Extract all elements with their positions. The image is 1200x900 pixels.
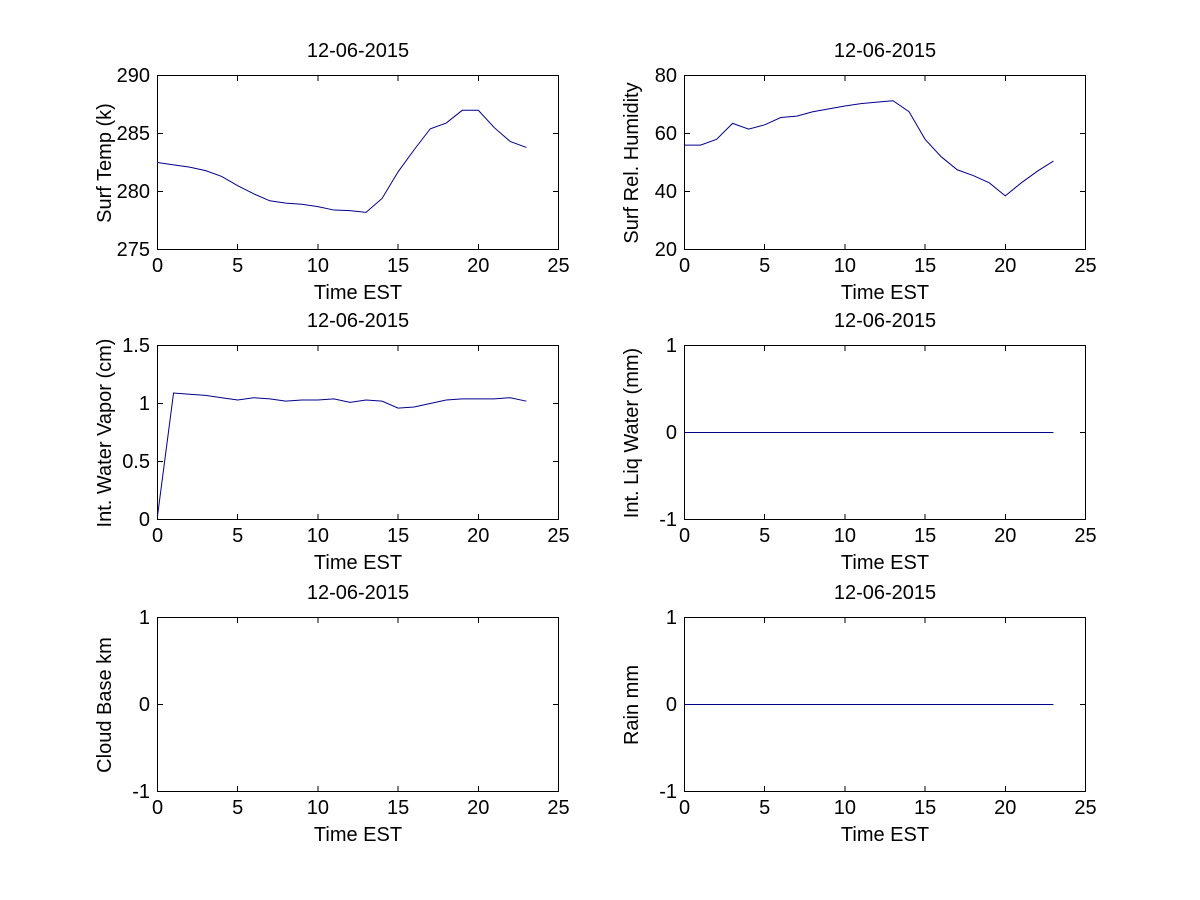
x-axis-label: Time EST <box>313 824 403 846</box>
x-tick-label: 15 <box>913 525 937 547</box>
x-tick-label: 10 <box>306 255 330 277</box>
subplot-title: 12-06-2015 <box>306 310 410 332</box>
plot-area: 0 5 10 15 20 25 20 40 60 80 <box>655 66 1097 277</box>
x-tick-label: 25 <box>547 797 570 819</box>
y-tick-label: 1 <box>138 606 150 629</box>
subplot-int-liq-water: 12-06-2015 Int. Liq Water (mm) Time EST … <box>621 310 1097 574</box>
x-tick-label: 0 <box>678 525 691 547</box>
y-tick-label: 1 <box>665 334 677 357</box>
subplot-title: 12-06-2015 <box>306 582 410 604</box>
subplot-title: 12-06-2015 <box>833 40 937 62</box>
x-tick-label: 20 <box>994 797 1017 819</box>
x-tick-label: 5 <box>759 255 771 277</box>
line-plot-svg <box>684 345 1086 520</box>
plot-area: 0 5 10 15 20 25 -1 0 1 <box>659 336 1096 547</box>
y-tick-label: 40 <box>654 180 677 203</box>
x-axis-label: Time EST <box>840 282 930 304</box>
x-tick-label: 25 <box>547 525 570 547</box>
plot-area: 0 5 10 15 20 25 0 0.5 1 1.5 <box>122 336 569 547</box>
x-axis-label: Time EST <box>840 552 930 574</box>
y-axis-label: Int. Water Vapor (cm) <box>94 338 116 527</box>
x-tick-label: 15 <box>386 797 410 819</box>
x-tick-label: 25 <box>1074 525 1097 547</box>
plot-area: 0 5 10 15 20 25 -1 0 1 <box>132 608 569 819</box>
y-tick-label: 290 <box>116 64 150 87</box>
line-plot-svg <box>157 75 559 250</box>
subplot-surf-rel-humidity: 12-06-2015 Surf Rel. Humidity Time EST 0… <box>621 40 1097 304</box>
subplot-title: 12-06-2015 <box>833 310 937 332</box>
x-tick-label: 10 <box>306 525 330 547</box>
x-tick-label: 15 <box>913 797 937 819</box>
y-axis-label: Surf Rel. Humidity <box>621 81 643 244</box>
x-tick-label: 25 <box>1074 797 1097 819</box>
x-tick-label: 5 <box>759 797 771 819</box>
x-tick-label: 10 <box>833 255 857 277</box>
x-tick-label: 20 <box>467 797 490 819</box>
y-tick-label: 1 <box>665 606 677 629</box>
y-tick-label: -1 <box>132 780 150 803</box>
y-tick-label: 275 <box>116 238 150 261</box>
x-tick-label: 20 <box>994 525 1017 547</box>
x-tick-label: 0 <box>678 255 691 277</box>
x-tick-label: 15 <box>913 255 937 277</box>
y-tick-label: 0 <box>138 508 150 531</box>
plot-area: 0 5 10 15 20 25 275 280 285 290 <box>117 66 570 277</box>
y-axis-label: Int. Liq Water (mm) <box>621 347 643 518</box>
y-tick-label: 1.5 <box>122 334 150 357</box>
x-tick-label: 20 <box>467 525 490 547</box>
x-tick-label: 5 <box>232 797 244 819</box>
x-axis-label: Time EST <box>840 824 930 846</box>
y-tick-label: 20 <box>654 238 677 261</box>
x-tick-label: 0 <box>151 797 164 819</box>
x-tick-label: 10 <box>833 525 857 547</box>
subplot-surf-temp: 12-06-2015 Surf Temp (k) Time EST 0 5 10 15… <box>94 40 570 304</box>
subplot-rain: 12-06-2015 Rain mm Time EST 0 5 10 15 20 25 -1… <box>621 582 1097 846</box>
y-tick-label: 0 <box>665 421 677 444</box>
x-axis-label: Time EST <box>313 552 403 574</box>
y-tick-label: 285 <box>116 122 150 145</box>
line-plot-svg <box>157 617 559 792</box>
x-tick-label: 0 <box>151 525 164 547</box>
x-tick-label: 25 <box>1074 255 1097 277</box>
y-axis-label: Cloud Base km <box>94 636 116 773</box>
line-plot-svg <box>684 617 1086 792</box>
y-tick-label: 0 <box>665 693 677 716</box>
y-tick-label: -1 <box>659 508 677 531</box>
y-tick-label: 280 <box>116 180 150 203</box>
x-tick-label: 0 <box>151 255 164 277</box>
y-tick-label: 0 <box>138 693 150 716</box>
y-tick-label: 0.5 <box>122 450 150 473</box>
x-tick-label: 10 <box>833 797 857 819</box>
subplot-title: 12-06-2015 <box>833 582 937 604</box>
y-axis-label: Rain mm <box>621 664 643 745</box>
subplot-cloud-base: 12-06-2015 Cloud Base km Time EST 0 5 10 15… <box>94 582 570 846</box>
y-tick-label: 1 <box>138 392 150 415</box>
subplot-int-water-vapor: 12-06-2015 Int. Water Vapor (cm) Time ES… <box>94 310 570 574</box>
y-axis-label: Surf Temp (k) <box>94 102 116 223</box>
x-tick-label: 5 <box>232 525 244 547</box>
x-tick-label: 0 <box>678 797 691 819</box>
x-tick-label: 25 <box>547 255 570 277</box>
x-tick-label: 20 <box>994 255 1017 277</box>
x-tick-label: 5 <box>759 525 771 547</box>
x-tick-label: 15 <box>386 525 410 547</box>
y-tick-label: -1 <box>659 780 677 803</box>
plot-area: 0 5 10 15 20 25 -1 0 1 <box>659 608 1096 819</box>
line-plot-svg <box>157 345 559 520</box>
y-tick-label: 80 <box>654 64 677 87</box>
subplot-title: 12-06-2015 <box>306 40 410 62</box>
line-plot-svg <box>684 75 1086 250</box>
x-tick-label: 5 <box>232 255 244 277</box>
y-tick-label: 60 <box>654 122 677 145</box>
x-tick-label: 15 <box>386 255 410 277</box>
x-axis-label: Time EST <box>313 282 403 304</box>
x-tick-label: 20 <box>467 255 490 277</box>
x-tick-label: 10 <box>306 797 330 819</box>
